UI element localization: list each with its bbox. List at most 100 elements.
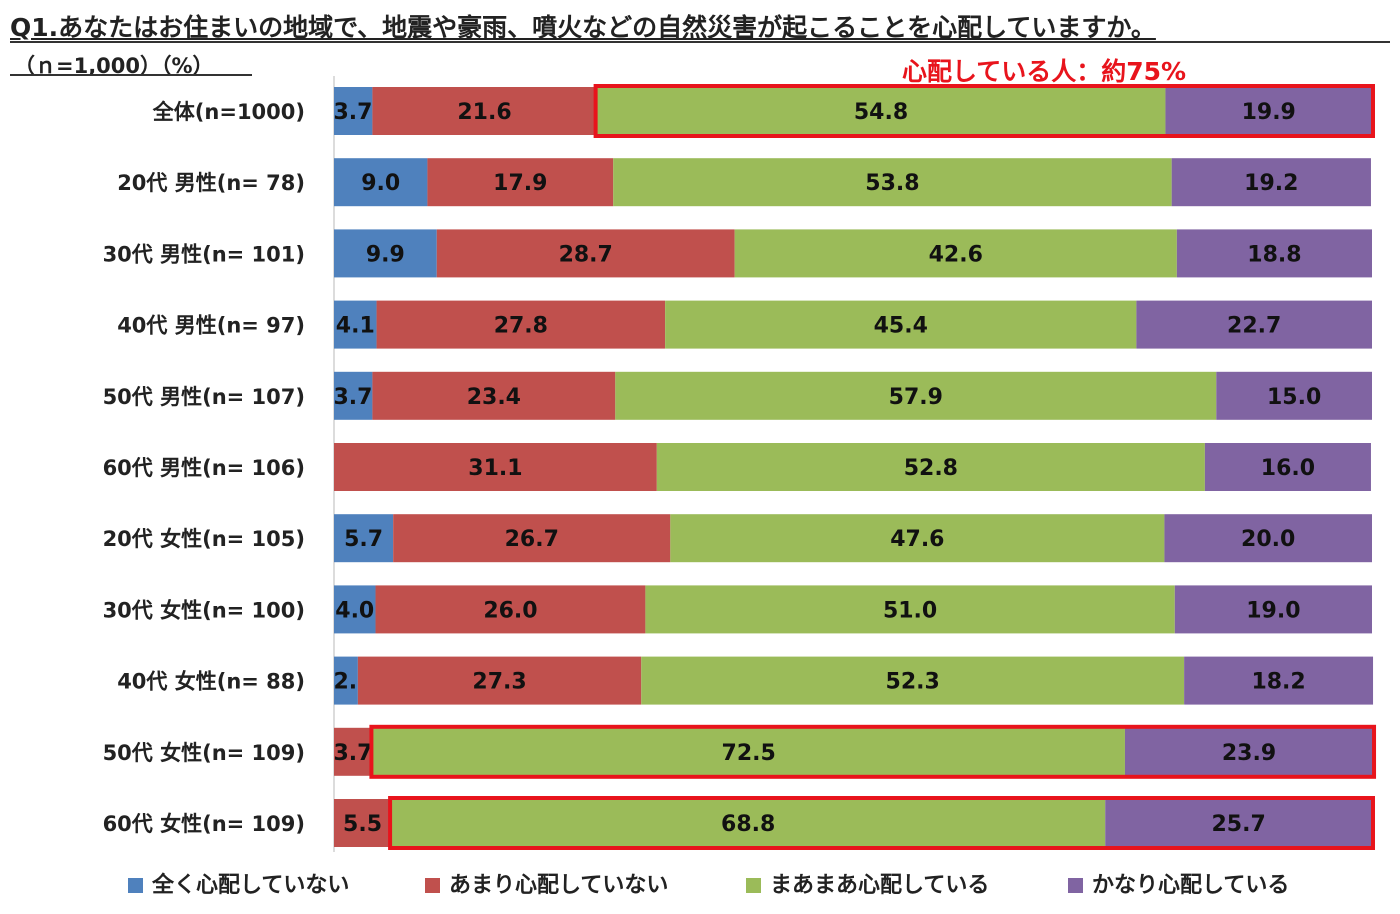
bar-value-label: 52.3 <box>886 670 940 695</box>
highlight-box <box>388 796 1375 850</box>
bar-segment <box>1171 158 1371 207</box>
bar-segment <box>376 300 666 349</box>
bar-value-label: 17.9 <box>493 171 547 196</box>
bar-value-label: 21.6 <box>457 100 511 125</box>
bar-segment <box>1164 514 1372 563</box>
bar-segment <box>391 799 1106 847</box>
category-label: 50代 女性(n= 109) <box>103 741 305 765</box>
category-label: 40代 男性(n= 97) <box>117 314 305 338</box>
bar-segment <box>393 514 671 563</box>
legend-swatch <box>128 878 143 893</box>
bar-segment <box>372 87 597 135</box>
bar-value-label: 3.7 <box>334 741 373 766</box>
bar-value-label: 31.1 <box>468 456 522 481</box>
bar-segment <box>334 158 428 207</box>
bar-segment <box>334 87 373 135</box>
bar-segment <box>1105 799 1372 847</box>
bar-value-label: 19.2 <box>1244 171 1298 196</box>
bar-segment <box>1124 727 1374 776</box>
bar-segment <box>375 585 646 634</box>
bar-value-label: 16.0 <box>1261 456 1315 481</box>
bar-value-label: 19.9 <box>1242 100 1296 125</box>
bar-value-label: 51.0 <box>883 598 937 623</box>
bar-segment <box>372 371 616 420</box>
bar-value-label: 27.3 <box>472 670 526 695</box>
concern-callout: 心配している人：約75% <box>902 57 1187 86</box>
bar-value-label: 22.7 <box>1227 314 1281 339</box>
bar-segment <box>1174 585 1372 634</box>
bar-segment <box>334 443 657 491</box>
bar-segment <box>615 371 1217 420</box>
title-underline <box>10 41 1390 43</box>
bar-segment <box>1184 656 1374 705</box>
bar-segment <box>372 727 1125 776</box>
bar-value-label: 3.7 <box>334 100 373 125</box>
bar-segment <box>334 300 377 349</box>
bar-segment <box>1165 87 1372 135</box>
bar-value-label: 68.8 <box>721 812 775 837</box>
sample-note-underline <box>10 74 252 76</box>
bar-segment <box>645 585 1175 634</box>
bar-value-label: 18.8 <box>1247 242 1301 267</box>
bar-segment <box>334 799 392 847</box>
legend-entry: あまり心配していない <box>449 873 668 898</box>
bar-value-label: 18.2 <box>1251 670 1305 695</box>
bar-value-label: 26.0 <box>483 598 537 623</box>
category-label: 30代 女性(n= 100) <box>103 598 305 622</box>
category-label: 30代 男性(n= 101) <box>103 242 305 266</box>
legend-swatch <box>746 878 761 893</box>
bar-segment <box>334 656 358 705</box>
chart-title: Q1.あなたはお住まいの地域で、地震や豪雨、噴火などの自然災害が起こることを心配… <box>10 13 1156 42</box>
legend-swatch <box>425 878 440 893</box>
highlight-box <box>593 84 1375 138</box>
bar-value-label: 57.9 <box>889 385 943 410</box>
bar-segment <box>436 229 735 278</box>
legend-entry: かなり心配している <box>1092 873 1289 898</box>
bar-value-label: 4.1 <box>336 314 375 339</box>
bar-segment <box>1136 300 1372 349</box>
bar-segment <box>670 514 1165 563</box>
bar-value-label: 53.8 <box>865 171 919 196</box>
bar-segment <box>734 229 1177 278</box>
bar-segment <box>656 443 1205 491</box>
bar-segment <box>1204 443 1371 491</box>
bar-value-label: 23.9 <box>1222 741 1276 766</box>
bar-value-label: 23.4 <box>467 385 521 410</box>
bar-value-label: 5.7 <box>344 527 383 552</box>
legend-swatch <box>1068 878 1083 893</box>
bar-segment <box>613 158 1172 207</box>
category-label: 全体(n=1000) <box>152 100 305 124</box>
category-label: 60代 女性(n= 109) <box>103 812 305 836</box>
legend-entry: まあまあ心配している <box>770 873 989 898</box>
category-label: 40代 女性(n= 88) <box>117 670 305 694</box>
bar-segment <box>1216 371 1372 420</box>
bar-value-label: 47.6 <box>890 527 944 552</box>
bar-segment <box>596 87 1166 135</box>
bar-segment <box>334 229 437 278</box>
bar-segment <box>665 300 1137 349</box>
bar-value-label: 42.6 <box>929 242 983 267</box>
bar-value-label: 4.0 <box>335 598 374 623</box>
bar-value-label: 54.8 <box>854 100 908 125</box>
bar-value-label: 25.7 <box>1211 812 1265 837</box>
bar-value-label: 27.8 <box>494 314 548 339</box>
bar-value-label: 45.4 <box>874 314 928 339</box>
bar-segment <box>334 514 394 563</box>
bar-value-label: 9.9 <box>366 242 405 267</box>
bar-segment <box>334 371 373 420</box>
bar-segment <box>641 656 1185 705</box>
bar-value-label: 72.5 <box>722 741 776 766</box>
category-label: 20代 女性(n= 105) <box>103 527 305 551</box>
bar-value-label: 20.0 <box>1241 527 1295 552</box>
bar-value-label: 28.7 <box>559 242 613 267</box>
bar-segment <box>427 158 614 207</box>
bar-value-label: 19.0 <box>1246 598 1300 623</box>
bar-value-label: 26.7 <box>505 527 559 552</box>
bar-segment <box>334 585 376 634</box>
bar-value-label: 15.0 <box>1267 385 1321 410</box>
bar-value-label: 5.5 <box>343 812 382 837</box>
bar-value-label: 52.8 <box>904 456 958 481</box>
highlight-box <box>369 724 1377 779</box>
legend-entry: 全く心配していない <box>151 872 349 898</box>
